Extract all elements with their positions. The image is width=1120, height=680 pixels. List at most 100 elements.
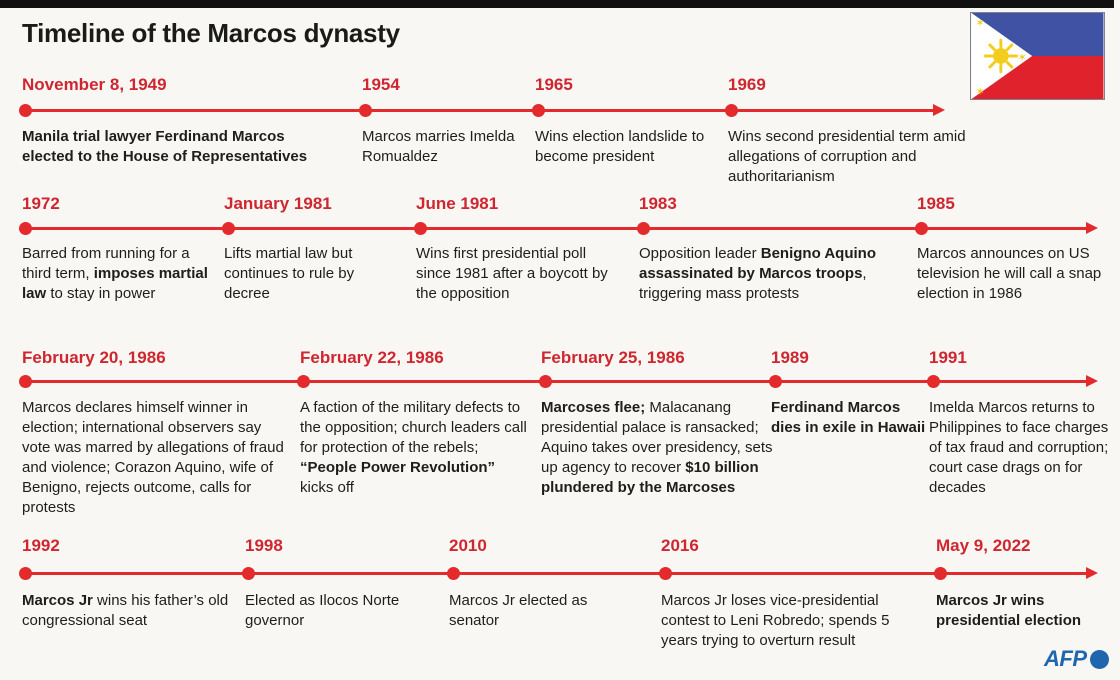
timeline-date-row1-event1: November 8, 1949 xyxy=(22,75,167,94)
timeline-line-row2 xyxy=(25,227,1088,230)
desc-segment: Elected as Ilocos Norte governor xyxy=(245,592,400,629)
timeline-dot-row2-event3 xyxy=(414,222,427,235)
desc-segment: Barred from running for a third term, xyxy=(22,245,190,282)
timeline-desc-row2-event1: Barred from running for a third term, im… xyxy=(22,244,212,304)
timeline-desc-row4-event2: Elected as Ilocos Norte governor xyxy=(245,591,435,631)
timeline-desc-row3-event2: A faction of the military defects to the… xyxy=(300,398,530,498)
timeline-date-row3-event3: February 25, 1986 xyxy=(541,348,685,367)
timeline-arrowhead-row1 xyxy=(933,104,945,116)
timeline-date-row4-event3: 2010 xyxy=(449,536,487,555)
timeline-dot-row4-event1 xyxy=(19,567,32,580)
timeline-date-row2-event3: June 1981 xyxy=(416,194,499,213)
flag-star-icon: ✶ xyxy=(1017,52,1026,64)
timeline-desc-row4-event4: Marcos Jr loses vice-presidential contes… xyxy=(661,591,923,651)
desc-segment: Marcos declares himself winner in electi… xyxy=(22,399,284,516)
timeline-desc-row3-event1: Marcos declares himself winner in electi… xyxy=(22,398,284,518)
desc-segment: A faction of the military defects to the… xyxy=(300,399,527,456)
timeline-date-row2-event1: 1972 xyxy=(22,194,60,213)
timeline-date-row4-event2: 1998 xyxy=(245,536,283,555)
timeline-desc-row2-event5: Marcos announces on US television he wil… xyxy=(917,244,1107,304)
timeline-dot-row3-event3 xyxy=(539,375,552,388)
timeline-dot-row4-event2 xyxy=(242,567,255,580)
desc-bold-segment: Marcos Jr wins presidential election xyxy=(936,592,1082,629)
desc-segment: , triggering mass protests xyxy=(639,264,867,302)
timeline-desc-row1-event2: Marcos marries Imelda Romualdez xyxy=(362,127,522,167)
timeline-desc-row3-event4: Ferdinand Marcos dies in exile in Hawaii xyxy=(771,398,926,438)
desc-segment: Imelda Marcos returns to Philippines to … xyxy=(929,399,1109,496)
desc-bold-segment: Manila trial lawyer Ferdinand Marcos ele… xyxy=(22,128,308,165)
timeline-date-row1-event3: 1965 xyxy=(535,75,573,94)
timeline-date-row1-event4: 1969 xyxy=(728,75,766,94)
desc-bold-segment: Marcos Jr xyxy=(22,592,93,609)
desc-segment: Lifts martial law but continues to rule … xyxy=(224,245,355,302)
timeline-date-row2-event2: January 1981 xyxy=(224,194,332,213)
flag-star-icon: ✶ xyxy=(975,18,984,30)
desc-segment: wins his father’s old congressional seat xyxy=(22,592,229,629)
timeline-dot-row1-event3 xyxy=(532,104,545,117)
desc-segment: Wins first presidential poll since 1981 … xyxy=(416,245,608,302)
desc-segment: Opposition leader xyxy=(639,245,761,262)
desc-segment: Wins second presidential term amid alleg… xyxy=(728,128,966,185)
timeline-date-row3-event2: February 22, 1986 xyxy=(300,348,444,367)
timeline-date-row4-event1: 1992 xyxy=(22,536,60,555)
timeline-desc-row4-event3: Marcos Jr elected as senator xyxy=(449,591,604,631)
timeline-dot-row4-event3 xyxy=(447,567,460,580)
timeline-desc-row1-event3: Wins election landslide to become presid… xyxy=(535,127,720,167)
desc-segment: Wins election landslide to become presid… xyxy=(535,128,705,165)
desc-segment: to stay in power xyxy=(46,284,156,302)
timeline-arrowhead-row4 xyxy=(1086,567,1098,579)
timeline-dot-row3-event5 xyxy=(927,375,940,388)
timeline-dot-row4-event5 xyxy=(934,567,947,580)
desc-bold-segment: “People Power Revolution” xyxy=(300,458,496,476)
afp-logo-circle-icon xyxy=(1089,649,1109,669)
desc-segment: Marcos Jr elected as senator xyxy=(449,592,588,629)
timeline-desc-row1-event1: Manila trial lawyer Ferdinand Marcos ele… xyxy=(22,127,337,167)
timeline-dot-row3-event1 xyxy=(19,375,32,388)
timeline-date-row3-event4: 1989 xyxy=(771,348,809,367)
timeline-desc-row1-event4: Wins second presidential term amid alleg… xyxy=(728,127,968,187)
timeline-dot-row3-event2 xyxy=(297,375,310,388)
timeline-date-row3-event1: February 20, 1986 xyxy=(22,348,166,367)
top-bar xyxy=(0,0,1114,8)
timeline-date-row2-event5: 1985 xyxy=(917,194,955,213)
timeline-line-row4 xyxy=(25,572,1088,575)
desc-segment: Marcos Jr loses vice-presidential contes… xyxy=(661,592,890,649)
desc-bold-segment: $10 billion plundered by the Marcoses xyxy=(541,458,759,496)
desc-bold-segment: Benigno Aquino assassinated by Marcos tr… xyxy=(639,245,877,282)
timeline-arrowhead-row3 xyxy=(1086,375,1098,387)
timeline-dot-row4-event4 xyxy=(659,567,672,580)
desc-bold-segment: imposes martial law xyxy=(22,264,208,302)
timeline-line-row3 xyxy=(25,380,1088,383)
flag-star-icon: ✶ xyxy=(975,86,984,98)
desc-bold-segment: Marcoses flee; xyxy=(541,399,646,416)
timeline-date-row1-event2: 1954 xyxy=(362,75,400,94)
timeline-dot-row2-event1 xyxy=(19,222,32,235)
timeline-date-row4-event4: 2016 xyxy=(661,536,699,555)
timeline-desc-row3-event5: Imelda Marcos returns to Philippines to … xyxy=(929,398,1109,498)
desc-segment: kicks off xyxy=(300,478,354,496)
desc-segment: Malacanang presidential palace is ransac… xyxy=(541,399,773,476)
desc-segment: Marcos marries Imelda Romualdez xyxy=(362,128,515,165)
timeline-date-row2-event4: 1983 xyxy=(639,194,677,213)
timeline-dot-row3-event4 xyxy=(769,375,782,388)
timeline-dot-row2-event2 xyxy=(222,222,235,235)
timeline-date-row4-event5: May 9, 2022 xyxy=(936,536,1031,555)
philippines-flag: ✶ ✶ ✶ xyxy=(970,12,1105,100)
timeline-desc-row3-event3: Marcoses flee; Malacanang presidential p… xyxy=(541,398,776,498)
timeline-dot-row2-event5 xyxy=(915,222,928,235)
afp-logo: AFP xyxy=(1044,646,1109,672)
timeline-dot-row2-event4 xyxy=(637,222,650,235)
timeline-dot-row1-event4 xyxy=(725,104,738,117)
timeline-desc-row2-event2: Lifts martial law but continues to rule … xyxy=(224,244,394,304)
timeline-desc-row2-event3: Wins first presidential poll since 1981 … xyxy=(416,244,621,304)
timeline-dot-row1-event1 xyxy=(19,104,32,117)
timeline-date-row3-event5: 1991 xyxy=(929,348,967,367)
timeline-desc-row4-event5: Marcos Jr wins presidential election xyxy=(936,591,1120,631)
timeline-desc-row4-event1: Marcos Jr wins his father’s old congress… xyxy=(22,591,237,631)
timeline-arrowhead-row2 xyxy=(1086,222,1098,234)
afp-logo-text: AFP xyxy=(1044,646,1087,671)
desc-bold-segment: Ferdinand Marcos dies in exile in Hawaii xyxy=(771,399,926,436)
page-title: Timeline of the Marcos dynasty xyxy=(22,18,400,48)
timeline-desc-row2-event4: Opposition leader Benigno Aquino assassi… xyxy=(639,244,917,304)
